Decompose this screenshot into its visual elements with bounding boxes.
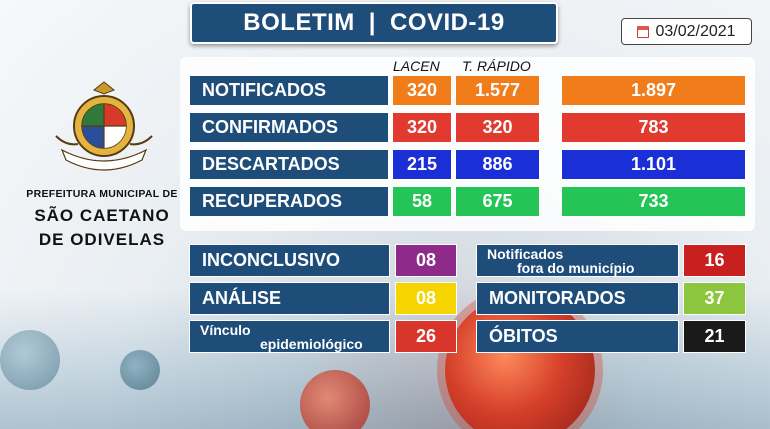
confirmed-total-value: 783 (561, 112, 746, 143)
virus-decoration (0, 330, 60, 390)
notified-outside-value: 16 (683, 244, 746, 277)
notified-lacen-value: 320 (392, 75, 452, 106)
virus-decoration (120, 350, 160, 390)
calendar-icon (637, 25, 650, 38)
notified-rapid-value: 1.577 (455, 75, 540, 106)
row-label-recovered: RECUPERADOS (189, 186, 389, 217)
recovered-total-value: 733 (561, 186, 746, 217)
org-name-line2: DE ODIVELAS (38, 230, 166, 249)
org-name-line1: SÃO CAETANO (34, 206, 170, 225)
analysis-value: 08 (395, 282, 457, 315)
inconclusive-value: 08 (395, 244, 457, 277)
label-notified-outside: Notificados fora do município (476, 244, 679, 277)
discarded-lacen-value: 215 (392, 149, 452, 180)
row-label-notified: NOTIFICADOS (189, 75, 389, 106)
discarded-total-value: 1.101 (561, 149, 746, 180)
label-epidemiological-link: Vínculo epidemiológico (189, 320, 390, 353)
virus-decoration (300, 370, 370, 429)
date-text: 03/02/2021 (655, 22, 736, 40)
recovered-lacen-value: 58 (392, 186, 452, 217)
label-outside-line2: fora do município (517, 259, 635, 276)
org-prefix: PREFEITURA MUNICIPAL DE (26, 188, 178, 200)
bulletin-title: BOLETIM | COVID-19 (190, 2, 558, 44)
label-epi-line1: Vínculo (200, 321, 251, 338)
confirmed-rapid-value: 320 (455, 112, 540, 143)
title-right: COVID-19 (390, 9, 505, 36)
notified-total-value: 1.897 (561, 75, 746, 106)
org-name: SÃO CAETANO DE ODIVELAS (18, 204, 186, 252)
title-separator: | (368, 9, 376, 36)
label-analysis: ANÁLISE (189, 282, 390, 315)
column-header-lacen: LACEN (393, 58, 440, 74)
column-header-rapid-test: T. RÁPIDO (462, 58, 531, 74)
deaths-value: 21 (683, 320, 746, 353)
epidemiological-link-value: 26 (395, 320, 457, 353)
label-deaths: ÓBITOS (476, 320, 679, 353)
confirmed-lacen-value: 320 (392, 112, 452, 143)
row-label-discarded: DESCARTADOS (189, 149, 389, 180)
row-label-confirmed: CONFIRMADOS (189, 112, 389, 143)
label-outside-line1: Notificados (487, 245, 564, 262)
label-inconclusive: INCONCLUSIVO (189, 244, 390, 277)
monitored-value: 37 (683, 282, 746, 315)
label-monitored: MONITORADOS (476, 282, 679, 315)
municipal-seal-logo (55, 81, 153, 171)
label-epi-line2: epidemiológico (260, 335, 363, 352)
discarded-rapid-value: 886 (455, 149, 540, 180)
date-badge: 03/02/2021 (621, 18, 752, 45)
virus-decoration (445, 295, 595, 429)
recovered-rapid-value: 675 (455, 186, 540, 217)
title-left: BOLETIM (243, 9, 355, 36)
